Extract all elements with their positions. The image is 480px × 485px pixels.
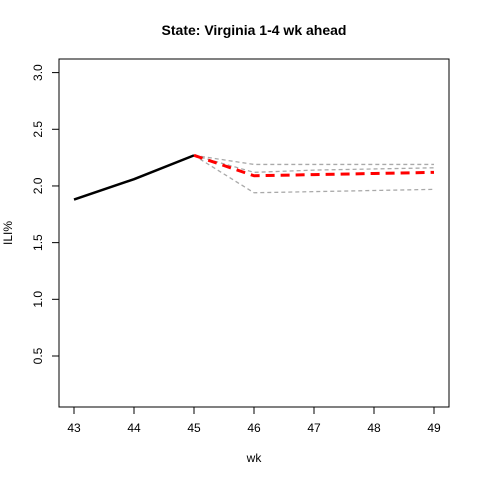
x-tick-label: 45 <box>187 421 201 435</box>
x-axis-label: wk <box>246 451 263 465</box>
series-line-interval-lower <box>193 154 435 194</box>
x-tick-label: 49 <box>427 421 441 435</box>
y-tick-label: 1.0 <box>31 291 45 308</box>
x-tick-label: 46 <box>247 421 261 435</box>
x-tick-label: 47 <box>307 421 321 435</box>
y-axis-label: ILI% <box>1 221 15 245</box>
series-group <box>73 153 435 201</box>
y-tick-label: 3.0 <box>31 64 45 81</box>
series-line-observed <box>73 154 195 201</box>
y-tick-label: 2.5 <box>31 121 45 138</box>
axes: 43 44 45 46 47 48 49 0.5 1.0 1.5 2.0 2.5 3.0 <box>31 64 441 435</box>
x-tick-label: 43 <box>67 421 81 435</box>
y-tick-label: 0.5 <box>31 347 45 364</box>
series-line-interval-mid <box>193 154 435 174</box>
x-tick-label: 44 <box>127 421 141 435</box>
y-tick-label: 1.5 <box>31 234 45 251</box>
series-line-forecast-point <box>193 153 435 178</box>
y-tick-label: 2.0 <box>31 177 45 194</box>
x-tick-label: 48 <box>367 421 381 435</box>
series-line-interval-upper <box>193 154 434 166</box>
chart-title: State: Virginia 1-4 wk ahead <box>162 22 347 38</box>
